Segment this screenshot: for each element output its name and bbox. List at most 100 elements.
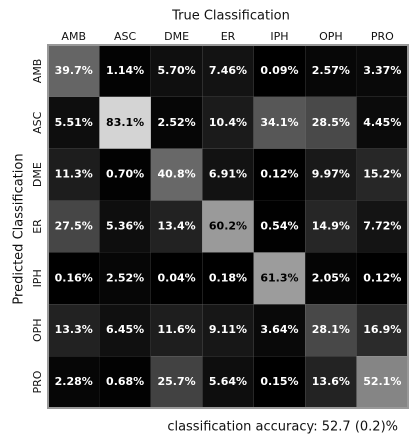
y-axis-label: Predicted Classification bbox=[12, 153, 27, 304]
x-tick-label: ASC bbox=[114, 30, 137, 43]
cell-label: 6.91% bbox=[209, 168, 247, 181]
cell-label: 0.70% bbox=[106, 168, 144, 181]
cell-label: 2.05% bbox=[312, 271, 350, 284]
heatmap-cell bbox=[202, 252, 254, 305]
cell-label: 13.4% bbox=[157, 220, 195, 233]
cell-label: 9.97% bbox=[312, 168, 350, 181]
cell-label: 3.64% bbox=[260, 323, 298, 336]
heatmap-cell bbox=[305, 96, 357, 149]
cell-label: 5.51% bbox=[55, 116, 93, 129]
heatmap-cell bbox=[253, 45, 306, 97]
frame bbox=[47, 44, 409, 409]
cell-label: 2.57% bbox=[312, 64, 350, 77]
heatmap-cell bbox=[253, 96, 306, 149]
heatmap-cell bbox=[48, 96, 100, 149]
heatmap-cell bbox=[48, 148, 100, 201]
heatmap-cell bbox=[305, 200, 357, 253]
heatmap-cell bbox=[202, 356, 254, 408]
heatmap-cell bbox=[356, 200, 408, 253]
cell-label: 1.14% bbox=[106, 64, 144, 77]
cell-label: 7.72% bbox=[363, 220, 401, 233]
y-tick-label: ASC bbox=[31, 111, 44, 134]
cell-label: 2.52% bbox=[157, 116, 195, 129]
heatmap-cell bbox=[99, 200, 151, 253]
x-tick-label: PRO bbox=[371, 30, 394, 43]
heatmap-cell bbox=[356, 252, 408, 305]
cell-label: 5.70% bbox=[157, 64, 195, 77]
cell-label: 25.7% bbox=[157, 375, 195, 388]
heatmap-cell bbox=[48, 45, 100, 97]
cell-label: 40.8% bbox=[157, 168, 195, 181]
heatmap-cell bbox=[305, 356, 357, 408]
x-tick-label: DME bbox=[164, 30, 189, 43]
heatmap-cell bbox=[202, 200, 254, 253]
cell-label: 27.5% bbox=[55, 220, 93, 233]
cell-label: 11.6% bbox=[157, 323, 195, 336]
cell-label: 14.9% bbox=[312, 220, 350, 233]
y-tick-label: DME bbox=[31, 162, 44, 187]
y-tick-label: IPH bbox=[31, 269, 44, 287]
heatmap-cell bbox=[253, 304, 306, 357]
x-tick-label: OPH bbox=[319, 30, 343, 43]
heatmap-cell bbox=[99, 96, 151, 149]
heatmap-cell bbox=[48, 356, 100, 408]
annotation: classification accuracy: 52.7 (0.2)% bbox=[167, 420, 398, 435]
cell-label: 60.2% bbox=[209, 220, 247, 233]
cell-label: 0.04% bbox=[157, 271, 195, 284]
cell-label: 10.4% bbox=[209, 116, 247, 129]
chart-title: True Classification bbox=[171, 9, 290, 24]
cell-label: 4.45% bbox=[363, 116, 401, 129]
heatmap-cell bbox=[150, 96, 203, 149]
heatmap-cell bbox=[253, 356, 306, 408]
y-tick-label: AMB bbox=[31, 59, 44, 84]
heatmap-cell bbox=[150, 356, 203, 408]
cell-label: 52.1% bbox=[363, 375, 401, 388]
heatmap-cell bbox=[202, 96, 254, 149]
heatmap-cell bbox=[99, 356, 151, 408]
cell-label: 28.5% bbox=[312, 116, 350, 129]
y-tick-label: PRO bbox=[31, 370, 44, 393]
cell-label: 3.37% bbox=[363, 64, 401, 77]
heatmap-cell bbox=[253, 252, 306, 305]
x-tick-label: IPH bbox=[270, 30, 288, 43]
heatmap-cell bbox=[356, 45, 408, 97]
heatmap-cell bbox=[150, 45, 203, 97]
cell-label: 0.16% bbox=[55, 271, 93, 284]
heatmap-cell bbox=[99, 148, 151, 201]
heatmap-cell bbox=[305, 45, 357, 97]
heatmap-cell bbox=[356, 304, 408, 357]
heatmap-cell bbox=[150, 148, 203, 201]
x-tick-label: ER bbox=[221, 30, 236, 43]
cell-label: 0.68% bbox=[106, 375, 144, 388]
cell-label: 39.7% bbox=[55, 64, 93, 77]
x-tick-label: AMB bbox=[61, 30, 86, 43]
cell-label: 16.9% bbox=[363, 323, 401, 336]
cell-label: 28.1% bbox=[312, 323, 350, 336]
heatmap-cell bbox=[305, 304, 357, 357]
cell-label: 0.18% bbox=[209, 271, 247, 284]
heatmap-cell bbox=[356, 356, 408, 408]
cell-label: 2.28% bbox=[55, 375, 93, 388]
heatmap-cell bbox=[99, 252, 151, 305]
heatmap-cell bbox=[356, 96, 408, 149]
heatmap-cell bbox=[150, 200, 203, 253]
cell-label: 0.09% bbox=[260, 64, 298, 77]
cell-label: 0.54% bbox=[260, 220, 298, 233]
cell-label: 61.3% bbox=[260, 271, 298, 284]
heatmap-cell bbox=[48, 252, 100, 305]
cell-label: 5.64% bbox=[209, 375, 247, 388]
heatmap-cell bbox=[150, 304, 203, 357]
heatmap-cell bbox=[48, 304, 100, 357]
cell-label: 7.46% bbox=[209, 64, 247, 77]
heatmap-cell bbox=[99, 304, 151, 357]
heatmap-cell bbox=[99, 45, 151, 97]
cell-label: 83.1% bbox=[106, 116, 144, 129]
cell-label: 9.11% bbox=[209, 323, 247, 336]
heatmap-cell bbox=[48, 200, 100, 253]
cell-label: 2.52% bbox=[106, 271, 144, 284]
heatmap-cell bbox=[305, 148, 357, 201]
heatmap-cell bbox=[150, 252, 203, 305]
cell-label: 34.1% bbox=[260, 116, 298, 129]
cell-label: 6.45% bbox=[106, 323, 144, 336]
